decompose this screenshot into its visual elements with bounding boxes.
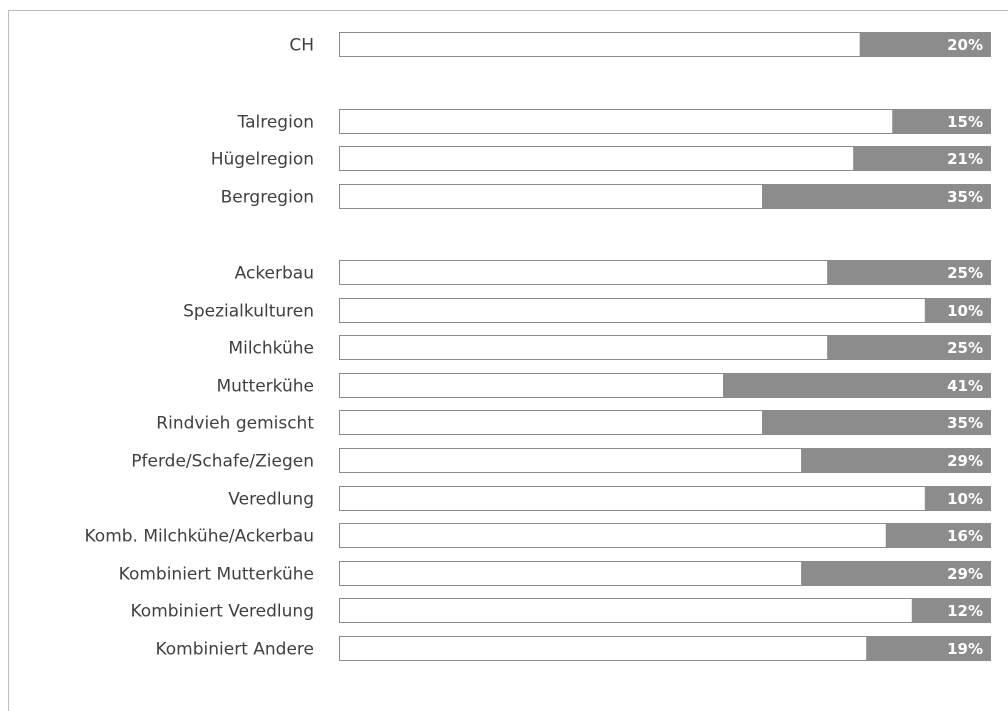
bar <box>859 32 991 57</box>
bar <box>866 636 991 661</box>
bar <box>911 598 992 623</box>
bar-remainder <box>339 486 926 511</box>
bar-chart: CH 20% Talregion 15% Hügelregion 21% Bergregio… <box>85 32 992 661</box>
data-label: 35% <box>947 188 983 206</box>
category-label: Pferde/Schafe/Ziegen <box>131 452 314 472</box>
bar-remainder <box>339 184 764 209</box>
bar <box>924 298 992 323</box>
data-label: 35% <box>947 414 983 432</box>
data-label: 19% <box>947 640 983 658</box>
bar-remainder <box>339 561 803 586</box>
bar <box>853 146 991 171</box>
bar-remainder <box>339 373 725 398</box>
bar <box>723 373 992 398</box>
bar <box>801 561 992 586</box>
bar <box>762 184 992 209</box>
bar-remainder <box>339 335 829 360</box>
category-label: Komb. Milchkühe/Ackerbau <box>85 527 315 547</box>
category-label: Kombiniert Andere <box>155 640 314 660</box>
data-label: 41% <box>947 377 983 395</box>
bar <box>801 448 992 473</box>
category-label: Kombiniert Veredlung <box>131 602 315 622</box>
data-label: 21% <box>947 150 983 168</box>
bar-remainder <box>339 448 803 473</box>
bar-remainder <box>339 109 894 134</box>
data-label: 29% <box>947 565 983 583</box>
data-label: 10% <box>947 490 983 508</box>
data-label: 25% <box>947 264 983 282</box>
bar-remainder <box>339 410 764 435</box>
data-label: 25% <box>947 339 983 357</box>
bar-remainder <box>339 523 887 548</box>
bar <box>762 410 992 435</box>
chart-frame: CH 20% Talregion 15% Hügelregion 21% Bergregio… <box>8 10 1008 711</box>
category-label: Spezialkulturen <box>183 302 314 322</box>
category-label: Kombiniert Mutterkühe <box>119 565 314 585</box>
category-label: Veredlung <box>228 490 314 510</box>
data-label: 12% <box>947 602 983 620</box>
bar-remainder <box>339 598 913 623</box>
bar <box>827 335 991 360</box>
category-label: Talregion <box>237 113 314 133</box>
data-label: 29% <box>947 452 983 470</box>
category-label: Rindvieh gemischt <box>156 414 314 434</box>
bar-remainder <box>339 298 926 323</box>
category-label: Hügelregion <box>211 150 314 170</box>
category-label: Milchkühe <box>228 339 314 359</box>
bar-remainder <box>339 32 861 57</box>
data-label: 15% <box>947 113 983 131</box>
bar-remainder <box>339 260 829 285</box>
category-label: Mutterkühe <box>216 377 314 397</box>
data-label: 20% <box>947 36 983 54</box>
data-label: 16% <box>947 527 983 545</box>
bar-remainder <box>339 636 868 661</box>
bar-remainder <box>339 146 855 171</box>
bar <box>885 523 992 548</box>
bar <box>892 109 991 134</box>
category-label: Ackerbau <box>235 264 314 284</box>
bar <box>827 260 991 285</box>
category-label: Bergregion <box>221 188 314 208</box>
bar <box>924 486 992 511</box>
data-label: 10% <box>947 302 983 320</box>
category-label: CH <box>289 36 314 56</box>
